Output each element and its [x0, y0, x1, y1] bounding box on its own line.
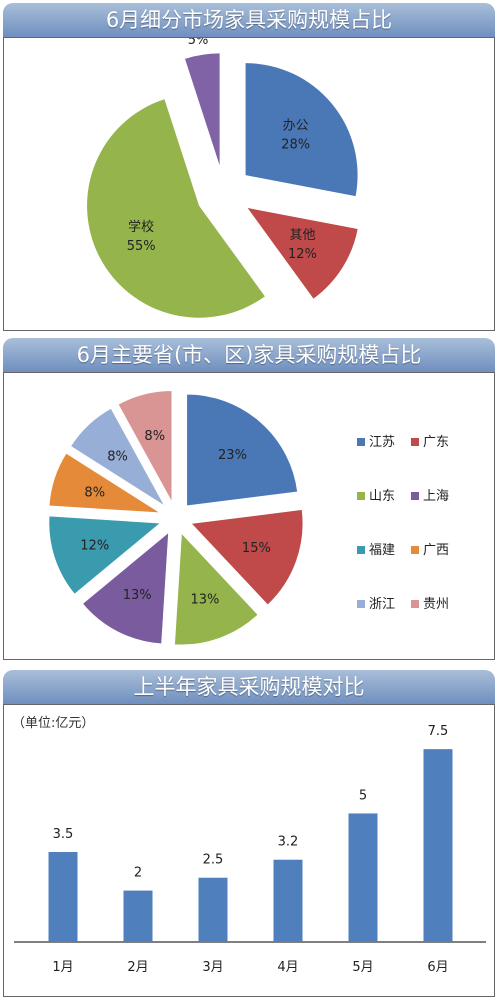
pie2-legend-label: 广东	[423, 435, 449, 450]
pie2-legend-swatch	[357, 438, 365, 446]
pie1-slice-name: 办公	[283, 119, 309, 134]
pie1-slice	[87, 99, 265, 318]
pie2-slice-label: 8%	[144, 429, 165, 444]
pie2-slice	[186, 393, 299, 507]
pie1-slice-group: 办公 28%	[245, 63, 358, 197]
bar-value-label: 3.2	[278, 835, 299, 850]
pie2-legend-swatch	[411, 492, 419, 500]
bar-category-label: 6月	[427, 960, 448, 975]
pie2-slice	[81, 531, 170, 645]
pie1-slice-label: 12%	[288, 247, 317, 262]
pie2-legend-swatch	[411, 546, 419, 554]
pie2-slice	[69, 407, 166, 507]
pie1-slice-group: 学校 55%	[87, 99, 265, 318]
bar	[198, 877, 228, 942]
bar-category-label: 3月	[202, 960, 223, 975]
bar-value-label: 3.5	[53, 827, 74, 842]
pie2-slice-label: 8%	[107, 450, 128, 465]
pie2-legend-swatch	[357, 600, 365, 608]
pie2-legend-label: 广西	[423, 543, 449, 558]
pie2-slice-label: 12%	[80, 538, 109, 553]
pie2-legend-swatch	[411, 600, 419, 608]
pie2-slice-group: 13%	[81, 531, 170, 645]
pie1-slice-name: 其他	[289, 228, 315, 243]
pie2-legend-label: 福建	[369, 543, 395, 558]
bar-category-label: 5月	[352, 960, 373, 975]
pie1-slice-group: 其他 12%	[247, 208, 358, 299]
pie2-slice-label: 15%	[242, 541, 271, 556]
pie1-slice-label: 55%	[127, 239, 156, 254]
pie1-slice-group: 医院5%	[185, 38, 220, 166]
pie1-chart: 办公 28% 其他 12% 学校 55% 医院5%	[87, 38, 358, 318]
pie2-slice	[48, 452, 162, 514]
pie2-legend-swatch	[357, 492, 365, 500]
pie2-legend-label: 贵州	[423, 597, 449, 612]
bar-value-label: 2	[134, 866, 142, 881]
bar-category-label: 4月	[277, 960, 298, 975]
pie2-slice	[48, 515, 163, 596]
pie2-slice-label: 8%	[84, 486, 105, 501]
pie2-legend-swatch	[411, 438, 419, 446]
pie2-slice-group: 15%	[190, 508, 304, 606]
pie2-slice-group: 13%	[173, 531, 259, 646]
pie2-legend-label: 浙江	[369, 597, 395, 612]
pie1-slice	[185, 53, 220, 166]
bar	[273, 859, 303, 942]
bar	[48, 852, 78, 942]
bar-frame: （单位:亿元） 3.5 1月 2 2月 2.5 3月 3.2 4月 5 5月 7.5 6月	[3, 704, 495, 997]
pie2-slice-group: 12%	[48, 515, 163, 596]
bar-category-label: 2月	[127, 960, 148, 975]
pie2-slice-group: 8%	[48, 452, 162, 514]
pie2-legend-label: 山东	[369, 489, 395, 504]
pie2-slice	[190, 508, 304, 606]
pie2-slice-group: 8%	[69, 407, 166, 507]
bar-value-label: 2.5	[203, 853, 224, 868]
pie2-legend-label: 上海	[423, 489, 449, 504]
bar-chart: （单位:亿元） 3.5 1月 2 2月 2.5 3月 3.2 4月 5 5月 7.5 6月	[12, 716, 486, 975]
panel2-title: 6月主要省(市、区)家具采购规模占比	[3, 338, 495, 372]
pie2-frame: 23% 15% 13% 13% 12% 8% 8% 8% 江苏 广东山东 上海福建 广西浙江 贵州	[3, 372, 495, 660]
pie2-slice-label: 13%	[190, 592, 219, 607]
pie1-slice-label: 28%	[281, 138, 310, 153]
bar	[123, 890, 153, 942]
bar-unit-label: （单位:亿元）	[12, 716, 94, 731]
pie1-slice-name: 学校	[128, 219, 154, 235]
panel1-title: 6月细分市场家具采购规模占比	[3, 3, 495, 37]
pie1-slice-label: 5%	[188, 38, 209, 48]
pie2-slice-group: 8%	[117, 390, 173, 503]
pie2-slice	[117, 390, 173, 503]
pie1-frame: 办公 28% 其他 12% 学校 55% 医院5%	[3, 37, 495, 331]
bar	[423, 749, 453, 942]
pie1-slice	[247, 208, 358, 299]
pie2-slice-label: 23%	[218, 448, 247, 463]
bar-value-label: 5	[359, 788, 367, 803]
pie2-slice-label: 13%	[123, 588, 152, 603]
panel3-title: 上半年家具采购规模对比	[3, 670, 495, 704]
pie2-slice	[173, 531, 259, 646]
pie2-legend-swatch	[357, 546, 365, 554]
pie1-slice	[245, 63, 358, 197]
bar-value-label: 7.5	[428, 724, 449, 739]
pie2-legend-label: 江苏	[369, 434, 395, 450]
pie2-slice-group: 23%	[186, 393, 299, 507]
bar	[348, 813, 378, 942]
bar-category-label: 1月	[52, 960, 73, 975]
